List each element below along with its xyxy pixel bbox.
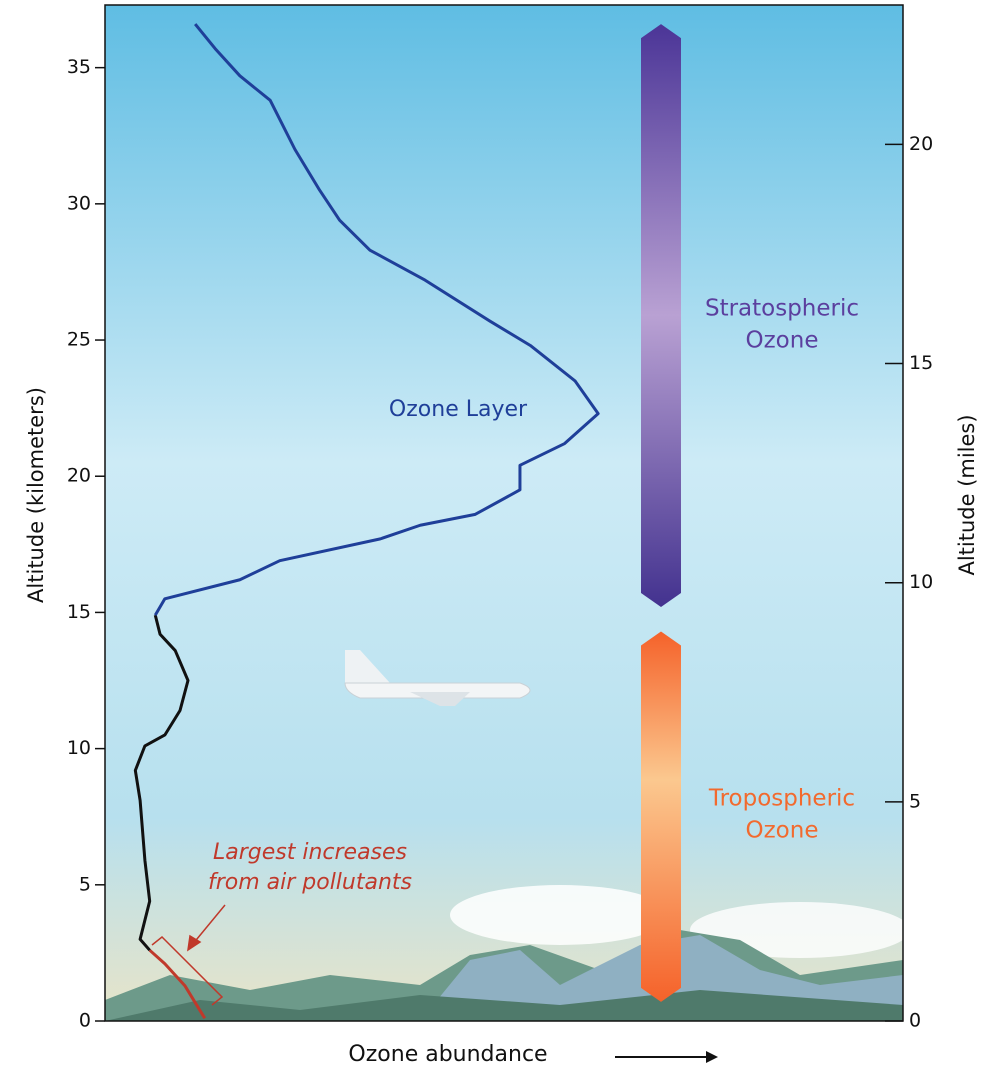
y-axis-label: Altitude (kilometers)	[24, 387, 48, 603]
y2-axis-label: Altitude (miles)	[955, 414, 979, 575]
pollutant-label: Largest increases	[213, 840, 407, 865]
y2-tick-label: 5	[909, 790, 921, 812]
y-tick-label: 5	[79, 873, 91, 895]
y-tick-label: 0	[79, 1010, 91, 1032]
band-label: Tropospheric	[708, 786, 855, 812]
band-label: Ozone	[746, 818, 819, 844]
chart: Ozone abundance Altitude (kilometers) Al…	[0, 0, 991, 1071]
altitude-band	[641, 631, 681, 1001]
y2-tick-label: 15	[909, 352, 933, 374]
x-arrow	[615, 1051, 718, 1063]
x-axis-label: Ozone abundance	[348, 1042, 547, 1067]
band-label: Ozone	[746, 328, 819, 354]
altitude-band	[641, 24, 681, 607]
ozone-layer-label: Ozone Layer	[389, 397, 528, 422]
y-tick-label: 35	[67, 56, 91, 78]
y2-tick-label: 0	[909, 1010, 921, 1032]
pollutant-label: from air pollutants	[208, 870, 412, 895]
y-tick-label: 20	[67, 465, 91, 487]
y-tick-label: 25	[67, 329, 91, 351]
plot-background	[105, 5, 903, 1021]
y-tick-label: 30	[67, 192, 91, 214]
y2-tick-label: 10	[909, 571, 933, 593]
y-tick-label: 15	[67, 601, 91, 623]
y2-tick-label: 20	[909, 133, 933, 155]
y-tick-label: 10	[67, 737, 91, 759]
band-label: Stratospheric	[705, 296, 859, 322]
